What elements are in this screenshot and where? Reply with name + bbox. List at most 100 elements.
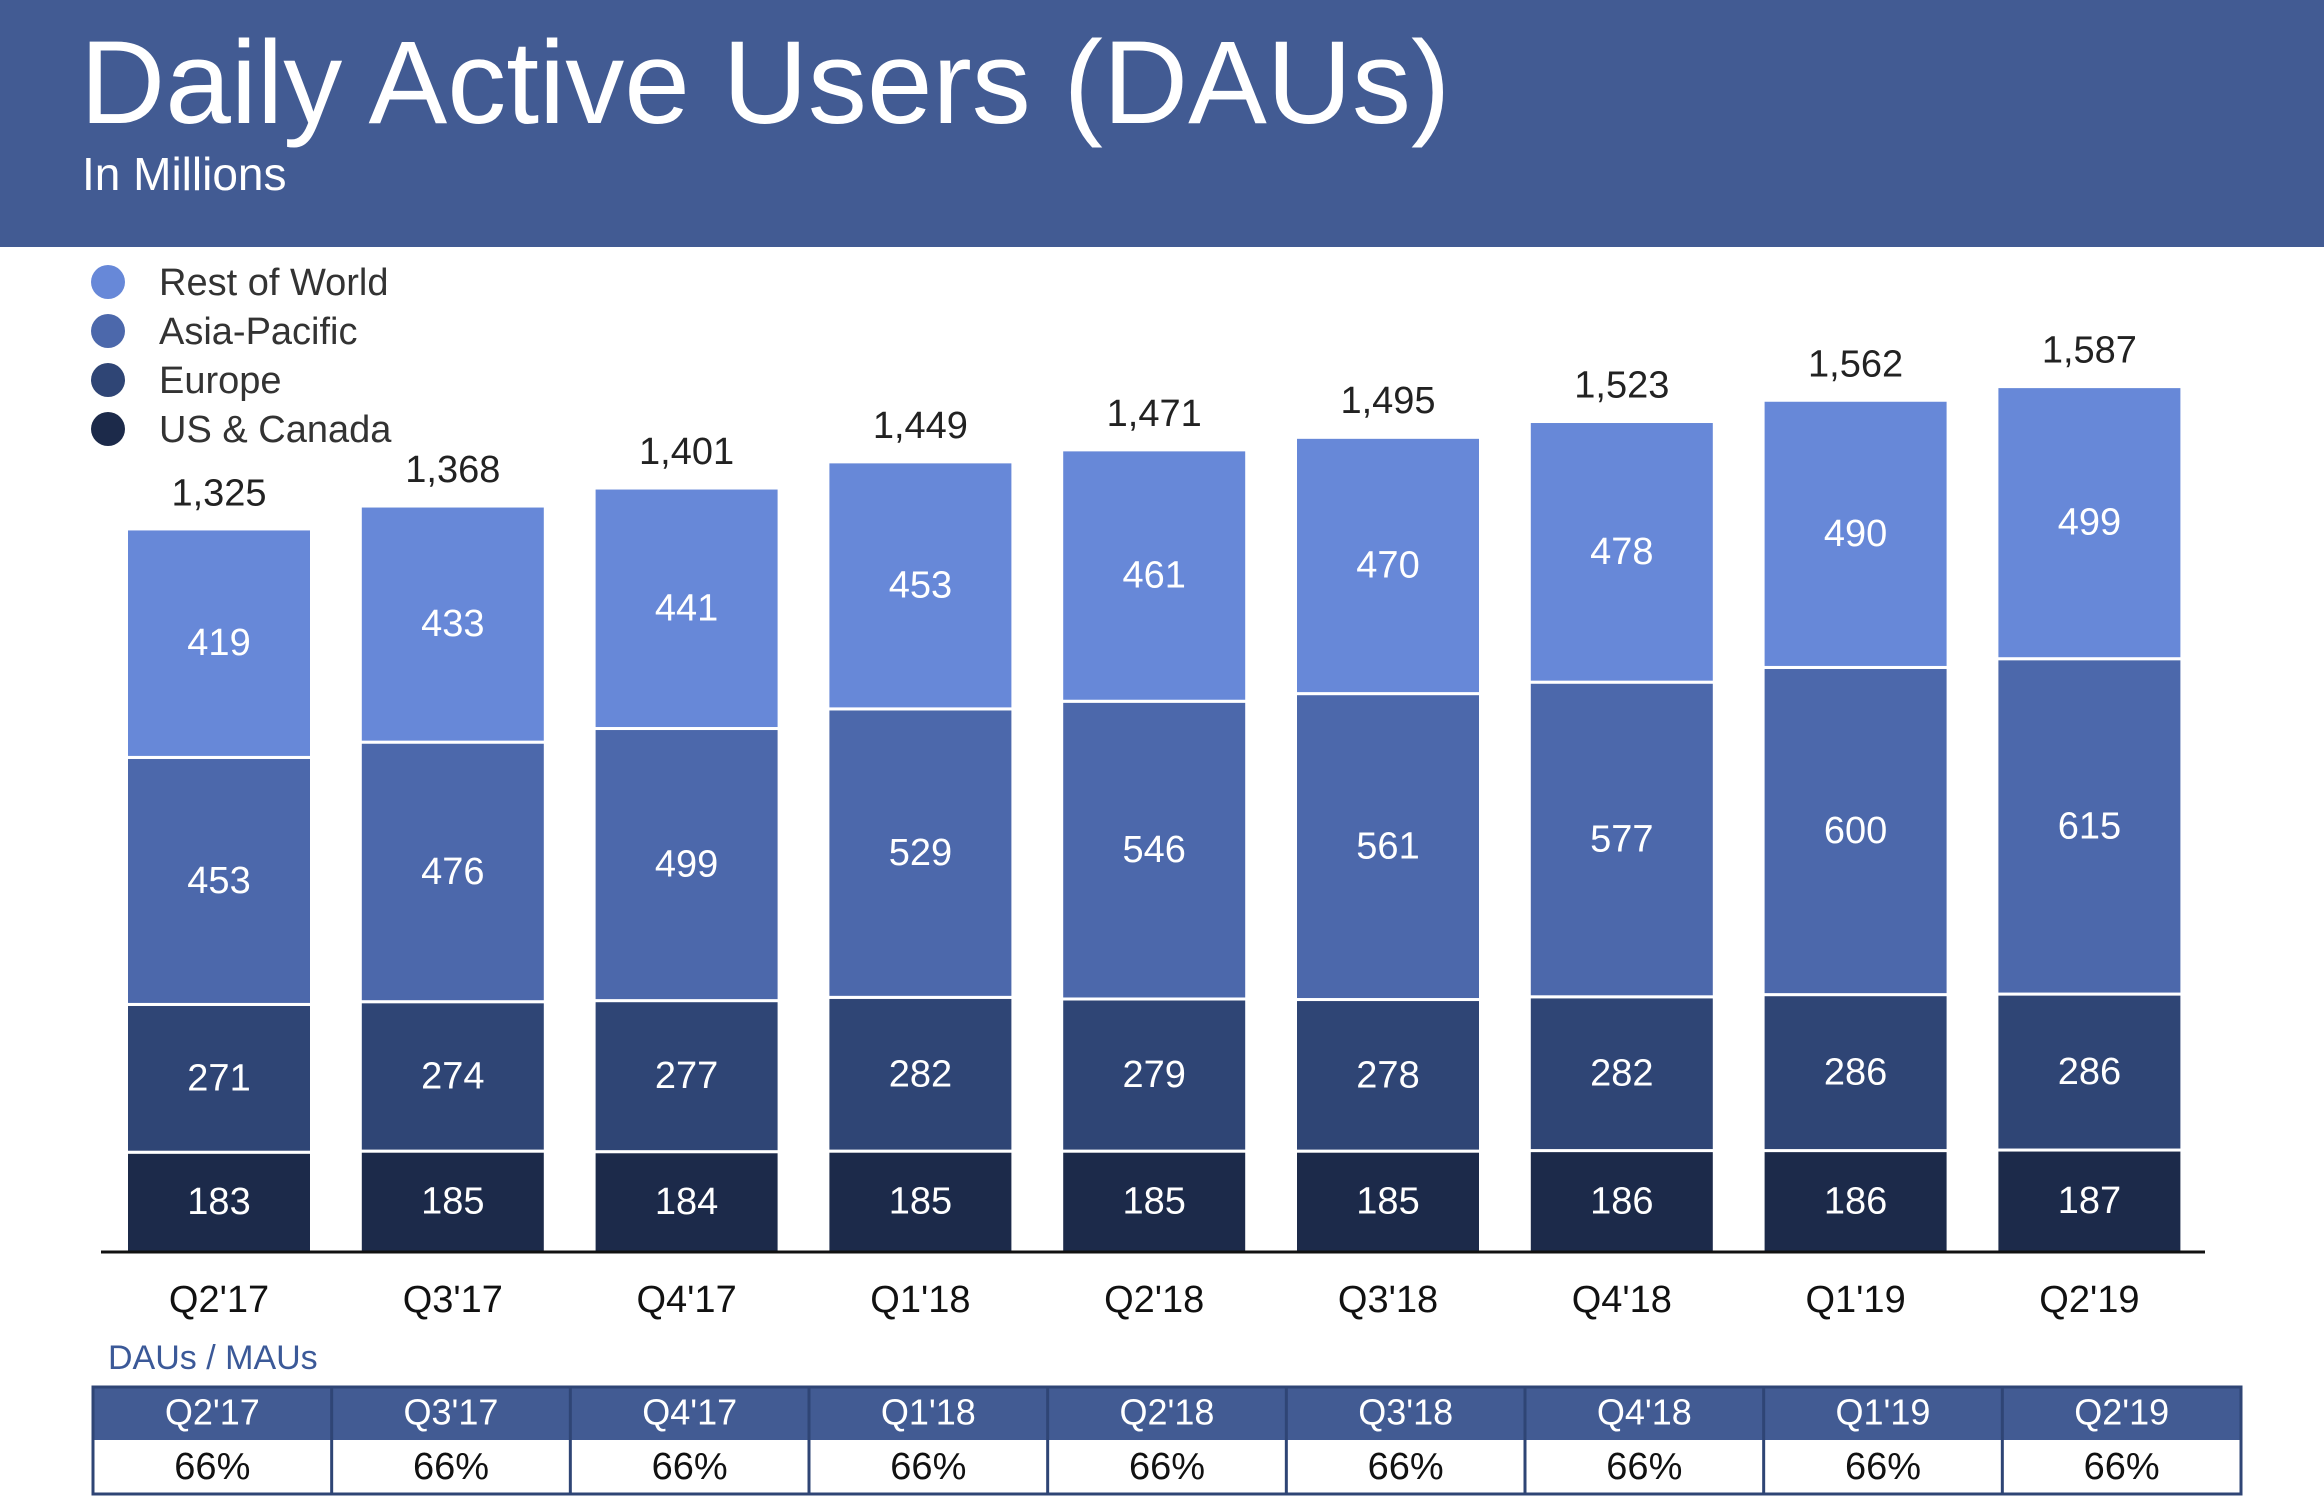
legend-marker [91, 363, 125, 397]
segment-label: 577 [1590, 819, 1653, 861]
table-cell: 66% [413, 1446, 489, 1488]
segment-label: 490 [1824, 513, 1887, 555]
table-cell: 66% [1845, 1446, 1921, 1488]
legend-label: Rest of World [159, 262, 388, 304]
segment-label: 419 [187, 622, 250, 664]
legend-label: US & Canada [159, 409, 392, 451]
x-tick-label: Q3'17 [403, 1279, 503, 1321]
total-label: 1,368 [405, 449, 500, 491]
segment-label: 282 [1590, 1053, 1653, 1095]
segment-label: 600 [1824, 810, 1887, 852]
legend-marker [91, 265, 125, 299]
header-band [0, 0, 2324, 247]
segment-label: 187 [2058, 1180, 2121, 1222]
bar-segment [1060, 1149, 1249, 1254]
segment-label: 186 [1590, 1180, 1653, 1222]
x-tick-label: Q4'18 [1572, 1279, 1672, 1321]
table-header-cell: Q2'17 [165, 1392, 260, 1433]
table-cell: 66% [174, 1446, 250, 1488]
bar-segment [358, 740, 547, 1004]
table-header-cell: Q2'19 [2074, 1392, 2169, 1433]
bar-segment [826, 707, 1015, 999]
segment-label: 478 [1590, 531, 1653, 573]
table-cell: 66% [652, 1446, 728, 1488]
segment-label: 271 [187, 1057, 250, 1099]
bar-segment [1527, 420, 1716, 684]
bar-segment [1995, 657, 2184, 996]
bar-segment [1761, 665, 1950, 997]
table-header-bg [93, 1387, 2241, 1440]
table-header-cell: Q3'18 [1358, 1392, 1453, 1433]
bar-segment [826, 460, 1015, 711]
segment-label: 476 [421, 851, 484, 893]
bar-segment [826, 995, 1015, 1153]
segment-label: 185 [1122, 1181, 1185, 1223]
bar-segment [125, 1150, 313, 1254]
segment-label: 186 [1824, 1180, 1887, 1222]
segment-label: 185 [889, 1181, 952, 1223]
bar-segment [592, 486, 781, 731]
segment-label: 529 [889, 832, 952, 874]
table-cell: 66% [1129, 1446, 1205, 1488]
bar-segment [358, 504, 547, 744]
segment-label: 184 [655, 1181, 718, 1223]
x-tick-label: Q1'19 [1805, 1279, 1905, 1321]
total-label: 1,587 [2042, 330, 2137, 372]
bar-segment [1995, 992, 2184, 1152]
table-header-cell: Q1'18 [881, 1392, 976, 1433]
bar-segment [1294, 692, 1482, 1002]
total-label: 1,401 [639, 431, 734, 473]
segment-label: 561 [1356, 826, 1419, 868]
bar-segment [1761, 1149, 1950, 1254]
segment-label: 499 [2058, 502, 2121, 544]
segment-label: 278 [1356, 1054, 1419, 1096]
segment-label: 470 [1356, 545, 1419, 587]
segment-label: 286 [1824, 1052, 1887, 1094]
bar-segment [1294, 998, 1482, 1153]
segment-label: 185 [1356, 1181, 1419, 1223]
x-tick-label: Q2'18 [1104, 1279, 1204, 1321]
legend-marker [91, 314, 125, 348]
table-header-cell: Q4'18 [1597, 1392, 1692, 1433]
segment-label: 185 [421, 1181, 484, 1223]
segment-label: 546 [1122, 829, 1185, 871]
table-header-cell: Q4'17 [642, 1392, 737, 1433]
legend-marker [91, 412, 125, 446]
segment-label: 274 [421, 1055, 484, 1097]
total-label: 1,471 [1107, 393, 1202, 435]
table-cell: 66% [1606, 1446, 1682, 1488]
total-label: 1,523 [1574, 365, 1669, 407]
bar-segment [1527, 995, 1716, 1153]
chart-title: Daily Active Users (DAUs) [80, 17, 1450, 149]
segment-label: 453 [187, 860, 250, 902]
bar-segment [1060, 699, 1249, 1001]
total-label: 1,449 [873, 405, 968, 447]
table-cell: 66% [2084, 1446, 2160, 1488]
bar-segment [125, 755, 313, 1006]
bar-segment [1060, 448, 1249, 703]
total-label: 1,325 [171, 473, 266, 515]
table-header-cell: Q3'17 [404, 1392, 499, 1433]
x-tick-label: Q2'17 [169, 1279, 269, 1321]
bar-segment [592, 727, 781, 1003]
bar-segment [358, 1000, 547, 1153]
segment-label: 461 [1122, 555, 1185, 597]
bar-segment [1294, 435, 1482, 696]
segment-label: 183 [187, 1181, 250, 1223]
table-header-cell: Q1'19 [1836, 1392, 1931, 1433]
total-label: 1,562 [1808, 343, 1903, 385]
bar-segment [1995, 385, 2184, 661]
segment-label: 277 [655, 1055, 718, 1097]
bar-segment [1761, 398, 1950, 669]
x-tick-label: Q2'19 [2039, 1279, 2139, 1321]
bar-segment [1060, 997, 1249, 1153]
segment-label: 286 [2058, 1051, 2121, 1093]
segment-label: 279 [1122, 1054, 1185, 1096]
table-cell: 66% [890, 1446, 966, 1488]
segment-label: 499 [655, 844, 718, 886]
table-title: DAUs / MAUs [108, 1339, 318, 1377]
bar-segment [592, 1150, 781, 1254]
legend-label: Asia-Pacific [159, 311, 358, 353]
